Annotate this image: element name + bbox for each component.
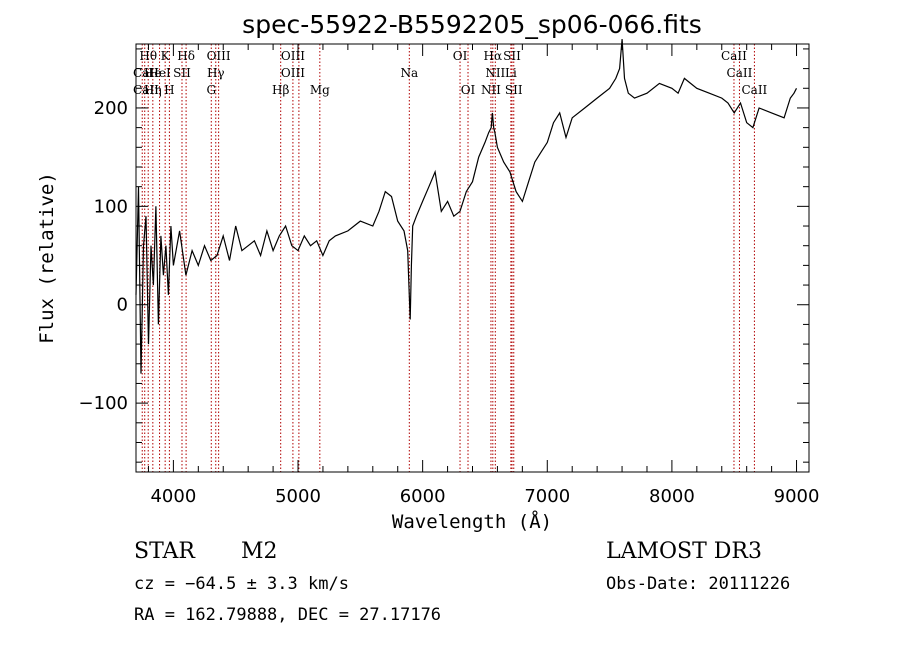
emission-line-label: OI xyxy=(453,49,468,63)
emission-line-label: NII xyxy=(485,66,505,80)
emission-line-label: SII xyxy=(503,49,521,63)
x-tick-label: 7000 xyxy=(524,486,570,507)
emission-line-label: NII xyxy=(481,83,501,97)
x-tick-label: 8000 xyxy=(649,486,695,507)
emission-line-label: OIII xyxy=(207,49,231,63)
emission-line-label: K xyxy=(161,49,171,63)
survey-name: LAMOST DR3 xyxy=(606,539,762,564)
x-tick-label: 4000 xyxy=(150,486,196,507)
x-tick-label: 5000 xyxy=(275,486,321,507)
emission-line-label: SII xyxy=(505,83,523,97)
emission-line-label: Hδ xyxy=(177,49,195,63)
emission-line-label: Hγ xyxy=(207,66,225,80)
redshift-cz: cz = −64.5 ± 3.3 km/s xyxy=(134,574,349,594)
emission-line-label: CaII xyxy=(741,83,767,97)
chart-title: spec-55922-B5592205_sp06-066.fits xyxy=(242,10,702,39)
emission-line-label: G xyxy=(206,83,216,97)
emission-line-label: HeI xyxy=(148,66,171,80)
x-axis-label: Wavelength (Å) xyxy=(392,510,552,533)
emission-line-label: SII xyxy=(173,66,191,80)
y-tick-label: 0 xyxy=(117,295,128,316)
y-axis-ticks: −100 0 100 200 xyxy=(79,48,809,463)
emission-line-markers xyxy=(141,44,755,472)
emission-line-label: CaII xyxy=(133,66,159,80)
emission-line-label: OIII xyxy=(281,49,305,63)
x-tick-label: 6000 xyxy=(400,486,446,507)
y-axis-label: Flux (relative) xyxy=(36,172,58,344)
emission-line-label: He xyxy=(144,66,162,80)
emission-line-label: CaII xyxy=(133,83,159,97)
emission-line-label: Hθ xyxy=(139,49,157,63)
x-axis-ticks: 4000 5000 6000 7000 8000 9000 xyxy=(147,44,820,507)
emission-line-label: CaII xyxy=(727,66,753,80)
y-tick-label: 200 xyxy=(94,98,128,119)
emission-line-label: Hα xyxy=(484,49,503,63)
emission-line-label: Hβ xyxy=(272,83,289,97)
emission-line-label: Mg xyxy=(310,83,330,97)
emission-line-label: H xyxy=(164,83,174,97)
sky-coordinates: RA = 162.79888, DEC = 27.17176 xyxy=(134,605,441,625)
y-tick-label: 100 xyxy=(94,196,128,217)
emission-line-label: CaII xyxy=(721,49,747,63)
emission-line-label: OI xyxy=(461,83,476,97)
object-class: STAR xyxy=(134,539,196,564)
emission-line-label: Hη xyxy=(144,83,162,97)
emission-line-label: Na xyxy=(400,66,418,80)
observation-date: Obs-Date: 20111226 xyxy=(606,574,790,594)
x-tick-label: 9000 xyxy=(774,486,820,507)
y-tick-label: −100 xyxy=(79,393,128,414)
object-subclass: M2 xyxy=(241,539,278,564)
emission-line-label: Li xyxy=(505,66,517,80)
spectrum-series-line xyxy=(135,39,798,374)
plot-frame xyxy=(135,43,810,473)
emission-line-label: OIII xyxy=(281,66,305,80)
